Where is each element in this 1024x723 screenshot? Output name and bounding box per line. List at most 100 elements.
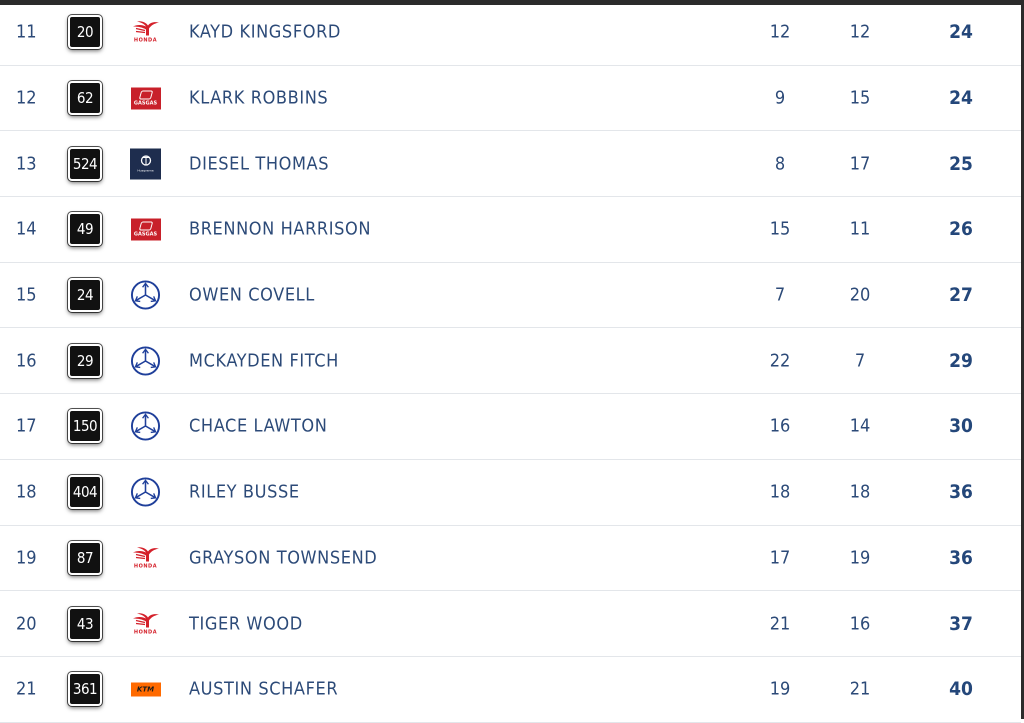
moto2-result: 17 xyxy=(849,153,871,175)
position: 14 xyxy=(16,218,37,240)
moto1-result: 9 xyxy=(774,87,786,109)
brand-cell: HONDA xyxy=(130,17,161,48)
number-plate: 404 xyxy=(68,475,102,510)
table-row[interactable]: 19 87 HONDA GRAYSON TOWNSEND 17 19 36 xyxy=(0,526,1021,592)
table-row[interactable]: 13 524 Husqvarna DIESEL THOMAS 8 17 25 xyxy=(0,131,1021,198)
table-row[interactable]: 11 20 HONDA KAYD KINGSFORD 12 12 24 xyxy=(0,0,1021,66)
brand-cell: GASGAS xyxy=(130,83,161,114)
moto1-result: 15 xyxy=(769,218,791,240)
brand-cell xyxy=(130,280,161,311)
yamaha-logo-icon xyxy=(130,346,161,376)
table-row[interactable]: 20 43 HONDA TIGER WOOD 21 16 37 xyxy=(0,591,1021,657)
total-points: 24 xyxy=(949,21,973,44)
yamaha-logo-icon xyxy=(130,411,161,441)
honda-logo-icon: HONDA xyxy=(132,21,160,44)
rider-name[interactable]: OWEN COVELL xyxy=(189,284,315,306)
number-plate: 361 xyxy=(68,672,102,707)
table-row[interactable]: 14 49 GASGAS BRENNON HARRISON 15 11 26 xyxy=(0,197,1021,263)
number-plate: 24 xyxy=(68,278,102,313)
number-plate: 43 xyxy=(68,606,102,641)
total-points: 30 xyxy=(949,415,973,438)
moto2-result: 20 xyxy=(849,284,871,306)
number-plate: 150 xyxy=(68,409,102,444)
moto1-result: 17 xyxy=(769,547,791,569)
rider-name[interactable]: GRAYSON TOWNSEND xyxy=(189,547,378,569)
rider-name[interactable]: RILEY BUSSE xyxy=(189,481,300,503)
table-row[interactable]: 16 29 MCKAYDEN FITCH 22 7 29 xyxy=(0,328,1021,395)
brand-cell xyxy=(130,345,161,376)
position: 12 xyxy=(16,87,37,109)
top-bar xyxy=(0,0,1024,5)
rider-name[interactable]: MCKAYDEN FITCH xyxy=(189,350,339,372)
table-row[interactable]: 18 404 RILEY BUSSE 18 18 36 xyxy=(0,460,1021,526)
number-plate: 20 xyxy=(68,15,102,50)
number-plate: 49 xyxy=(68,212,102,247)
table-row[interactable]: 15 24 OWEN COVELL 7 20 27 xyxy=(0,263,1021,329)
total-points: 36 xyxy=(949,546,973,569)
position: 13 xyxy=(16,153,37,175)
brand-cell: KTM xyxy=(130,674,161,705)
moto2-result: 15 xyxy=(849,87,871,109)
position: 18 xyxy=(16,481,37,503)
number-plate: 87 xyxy=(68,540,102,575)
moto1-result: 21 xyxy=(769,613,791,635)
moto1-result: 16 xyxy=(769,415,791,437)
rider-name[interactable]: DIESEL THOMAS xyxy=(189,153,330,175)
total-points: 27 xyxy=(949,284,973,307)
moto2-result: 14 xyxy=(849,415,871,437)
moto2-result: 21 xyxy=(849,678,871,700)
moto2-result: 18 xyxy=(849,481,871,503)
moto1-result: 19 xyxy=(769,678,791,700)
moto2-result: 11 xyxy=(849,218,871,240)
total-points: 40 xyxy=(949,678,973,701)
rider-name[interactable]: TIGER WOOD xyxy=(189,613,303,635)
brand-cell: GASGAS xyxy=(130,214,161,245)
total-points: 29 xyxy=(949,349,973,372)
rider-name[interactable]: BRENNON HARRISON xyxy=(189,218,372,240)
position: 11 xyxy=(16,21,37,43)
position: 20 xyxy=(16,613,37,635)
moto1-result: 22 xyxy=(769,350,791,372)
husqvarna-logo-icon: Husqvarna xyxy=(130,148,161,180)
position: 19 xyxy=(16,547,37,569)
total-points: 37 xyxy=(949,612,973,635)
position: 15 xyxy=(16,284,37,306)
table-row[interactable]: 12 62 GASGAS KLARK ROBBINS 9 15 24 xyxy=(0,66,1021,132)
rider-name[interactable]: KLARK ROBBINS xyxy=(189,87,329,109)
table-row[interactable]: 21 361 KTM AUSTIN SCHAFER 19 21 40 xyxy=(0,657,1021,723)
brand-cell: HONDA xyxy=(130,542,161,573)
gasgas-logo-icon: GASGAS xyxy=(130,218,161,241)
right-edge-bar xyxy=(1021,0,1024,719)
rider-name[interactable]: AUSTIN SCHAFER xyxy=(189,678,339,700)
brand-cell xyxy=(130,477,161,508)
total-points: 25 xyxy=(949,152,973,175)
number-plate: 62 xyxy=(68,81,102,116)
position: 16 xyxy=(16,350,37,372)
brand-cell: Husqvarna xyxy=(130,148,161,180)
brand-cell xyxy=(130,411,161,442)
moto1-result: 18 xyxy=(769,481,791,503)
position: 21 xyxy=(16,678,37,700)
position: 17 xyxy=(16,415,37,437)
moto1-result: 8 xyxy=(774,153,786,175)
honda-logo-icon: HONDA xyxy=(132,546,160,569)
yamaha-logo-icon xyxy=(130,280,161,310)
moto1-result: 7 xyxy=(774,284,786,306)
total-points: 26 xyxy=(949,218,973,241)
rider-name[interactable]: CHACE LAWTON xyxy=(189,415,328,437)
moto2-result: 16 xyxy=(849,613,871,635)
brand-cell: HONDA xyxy=(130,608,161,639)
honda-logo-icon: HONDA xyxy=(132,612,160,635)
moto1-result: 12 xyxy=(769,21,791,43)
total-points: 24 xyxy=(949,87,973,110)
moto2-result: 19 xyxy=(849,547,871,569)
moto2-result: 7 xyxy=(854,350,866,372)
total-points: 36 xyxy=(949,481,973,504)
rider-name[interactable]: KAYD KINGSFORD xyxy=(189,21,341,43)
yamaha-logo-icon xyxy=(130,477,161,507)
table-row[interactable]: 17 150 CHACE LAWTON 16 14 30 xyxy=(0,394,1021,460)
number-plate: 524 xyxy=(68,146,102,181)
ktm-logo-icon: KTM xyxy=(130,682,161,697)
gasgas-logo-icon: GASGAS xyxy=(130,87,161,110)
